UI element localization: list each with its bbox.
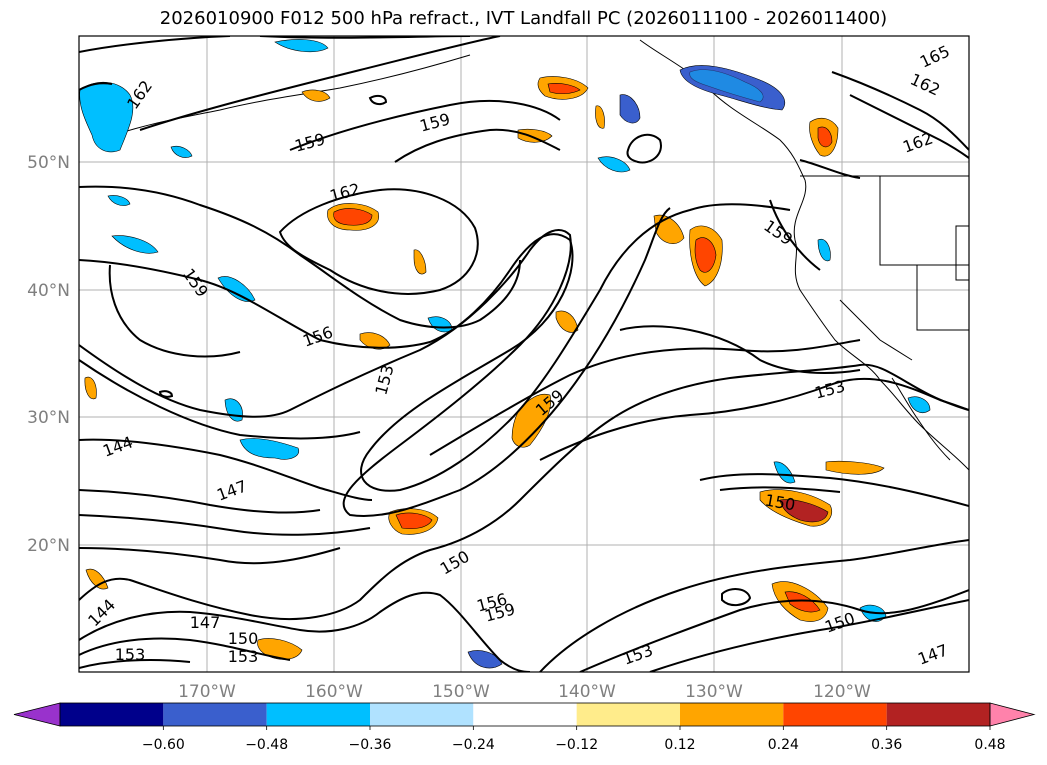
latitude-axis: 50°N 40°N 30°N 20°N (27, 153, 70, 556)
latitude-label: 20°N (27, 536, 70, 556)
colorbar-segment (60, 703, 164, 726)
latitude-label: 40°N (27, 281, 70, 301)
colorbar-tick-label: 0.48 (974, 737, 1005, 753)
colorbar-tick-label: −0.12 (555, 737, 598, 753)
latitude-label: 50°N (27, 153, 70, 173)
colorbar-extension-min (13, 702, 61, 727)
longitude-label: 150°W (432, 682, 490, 702)
longitude-label: 120°W (813, 682, 871, 702)
colorbar-outline (59, 702, 991, 727)
coastlines (99, 39, 969, 471)
longitude-label: 170°W (178, 682, 236, 702)
colorbar-segment (576, 703, 680, 726)
colorbar-segment (473, 703, 577, 726)
colorbar-tick-label: −0.48 (245, 737, 288, 753)
colorbar-tick-label: 0.24 (768, 737, 799, 753)
colorbar-tick-label: 0.12 (664, 737, 695, 753)
colorbar-segment (266, 703, 370, 726)
colorbar-segment (163, 703, 267, 726)
refractivity-contours (79, 36, 969, 672)
contour-label: 150 (228, 629, 259, 648)
colorbar: −0.60 −0.48 −0.36 −0.24 −0.12 0.12 0.24 0.36 0.4… (13, 702, 1036, 753)
longitude-label: 160°W (305, 682, 363, 702)
gridlines (79, 36, 969, 672)
positive-anomaly-patches (84, 76, 885, 660)
contour-label: 147 (190, 613, 221, 632)
contour-label: 153 (115, 645, 146, 664)
longitude-label: 130°W (685, 682, 743, 702)
colorbar-tick-label: −0.60 (142, 737, 185, 753)
longitude-label: 140°W (558, 682, 616, 702)
colorbar-segment (680, 703, 784, 726)
latitude-label: 30°N (27, 408, 70, 428)
map-title: 2026010900 F012 500 hPa refract., IVT La… (159, 8, 888, 29)
colorbar-segment (886, 703, 990, 726)
colorbar-tick-label: −0.24 (452, 737, 495, 753)
colorbar-tick-label: 0.36 (871, 737, 902, 753)
colorbar-extension-max (989, 702, 1036, 727)
colorbar-segment (370, 703, 474, 726)
contour-label: 153 (228, 647, 259, 666)
colorbar-segment (783, 703, 887, 726)
colorbar-tick-label: −0.36 (349, 737, 392, 753)
negative-anomaly-patches (79, 39, 931, 669)
map-frame (78, 35, 970, 673)
longitude-axis: 170°W 160°W 150°W 140°W 130°W 120°W (178, 682, 871, 702)
